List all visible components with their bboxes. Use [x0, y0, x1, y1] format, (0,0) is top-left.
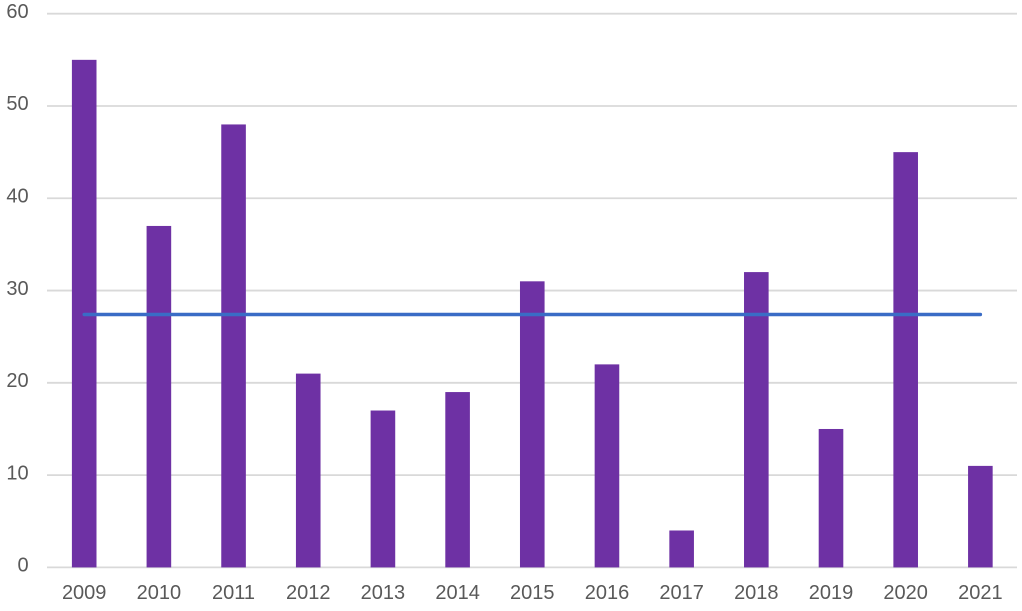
svg-text:2012: 2012 [286, 582, 331, 604]
svg-text:2014: 2014 [435, 582, 480, 604]
svg-text:2016: 2016 [585, 582, 630, 604]
svg-text:0: 0 [17, 555, 28, 577]
svg-text:2010: 2010 [137, 582, 182, 604]
svg-text:2013: 2013 [361, 582, 406, 604]
svg-text:2017: 2017 [659, 582, 704, 604]
svg-text:2018: 2018 [734, 582, 779, 604]
svg-text:20: 20 [6, 370, 28, 392]
svg-text:50: 50 [6, 93, 28, 115]
svg-text:30: 30 [6, 278, 28, 300]
svg-text:40: 40 [6, 185, 28, 207]
svg-text:2020: 2020 [883, 582, 928, 604]
svg-text:2019: 2019 [809, 582, 854, 604]
svg-text:60: 60 [6, 1, 28, 23]
svg-text:2009: 2009 [62, 582, 107, 604]
svg-text:2021: 2021 [958, 582, 1003, 604]
svg-text:2011: 2011 [212, 582, 255, 604]
svg-text:2015: 2015 [510, 582, 555, 604]
svg-text:10: 10 [6, 462, 28, 484]
